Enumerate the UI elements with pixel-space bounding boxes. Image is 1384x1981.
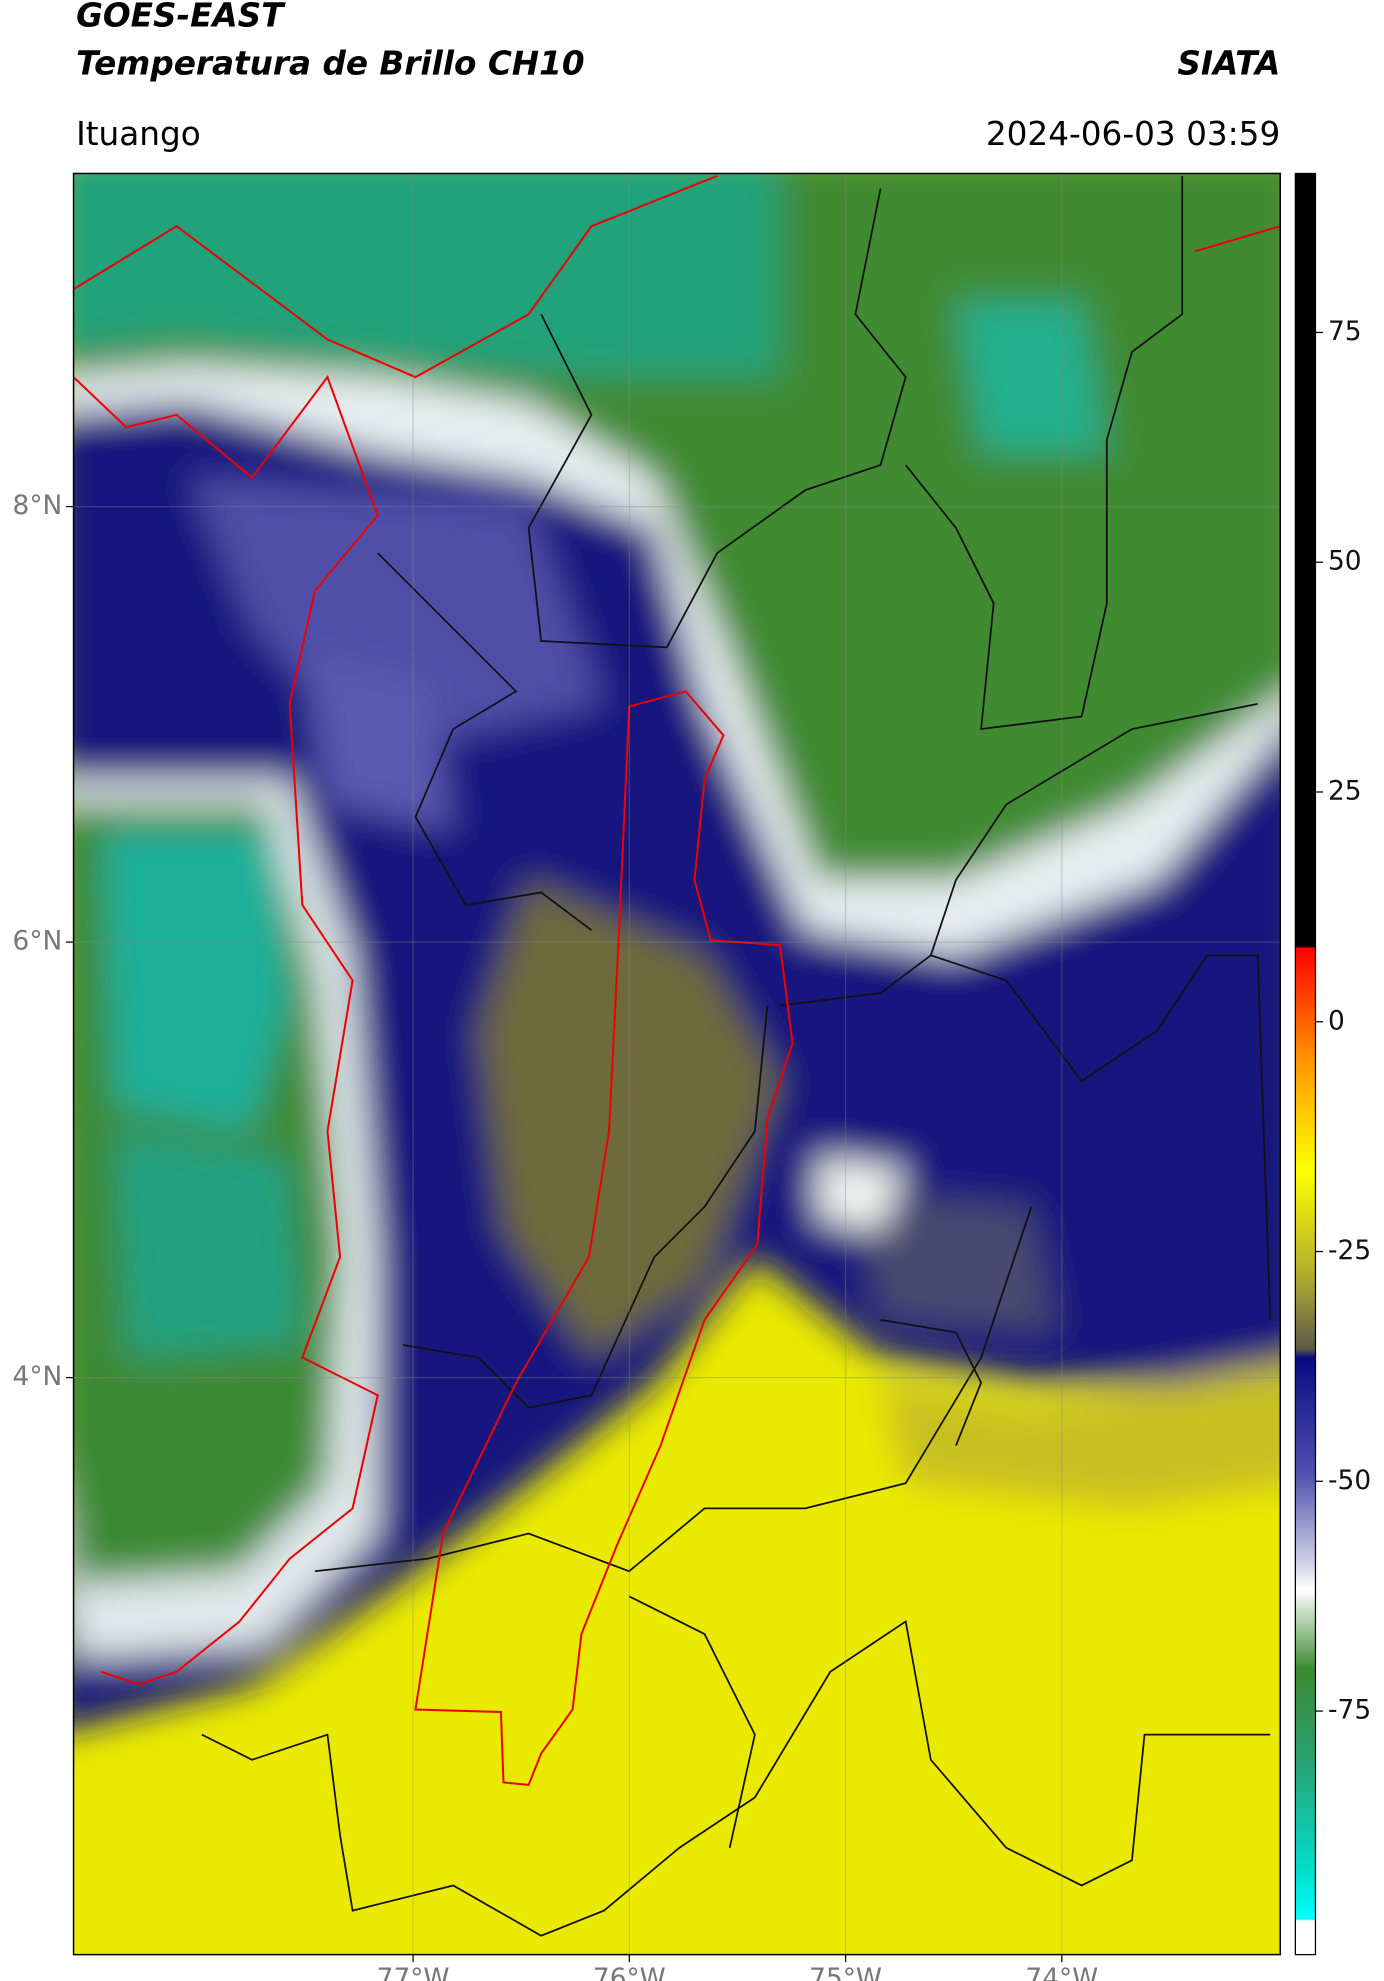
location: Ituango	[76, 115, 201, 153]
colorbar-tick-label: 50	[1328, 547, 1362, 577]
colorbar-tick-label: -75	[1328, 1696, 1371, 1726]
subtitle: Temperatura de Brillo CH10	[76, 44, 585, 82]
colorbar-tick-label: -50	[1328, 1466, 1371, 1496]
y-tick-label: 4°N	[13, 1362, 63, 1392]
colorbar-tick-label: -25	[1328, 1236, 1371, 1266]
x-tick-label: 74°W	[1025, 1964, 1098, 1981]
colorbar-tick-label: 0	[1328, 1006, 1345, 1036]
colorbar-tick-label: 25	[1328, 776, 1362, 806]
title: GOES-EAST	[76, 0, 286, 35]
x-tick-label: 75°W	[809, 1964, 882, 1981]
timestamp: 2024-06-03 03:59	[986, 115, 1280, 153]
colorbar	[1294, 172, 1317, 1956]
source: SIATA	[1177, 44, 1280, 82]
grid	[73, 173, 1281, 1955]
colorbar-tick-label: 75	[1328, 317, 1362, 347]
satellite-image	[73, 173, 1281, 1955]
y-tick-label: 6°N	[13, 927, 63, 957]
plot-frame	[72, 172, 1282, 1956]
x-tick-label: 76°W	[593, 1964, 666, 1981]
y-tick-label: 8°N	[13, 491, 63, 521]
x-tick-label: 77°W	[377, 1964, 450, 1981]
